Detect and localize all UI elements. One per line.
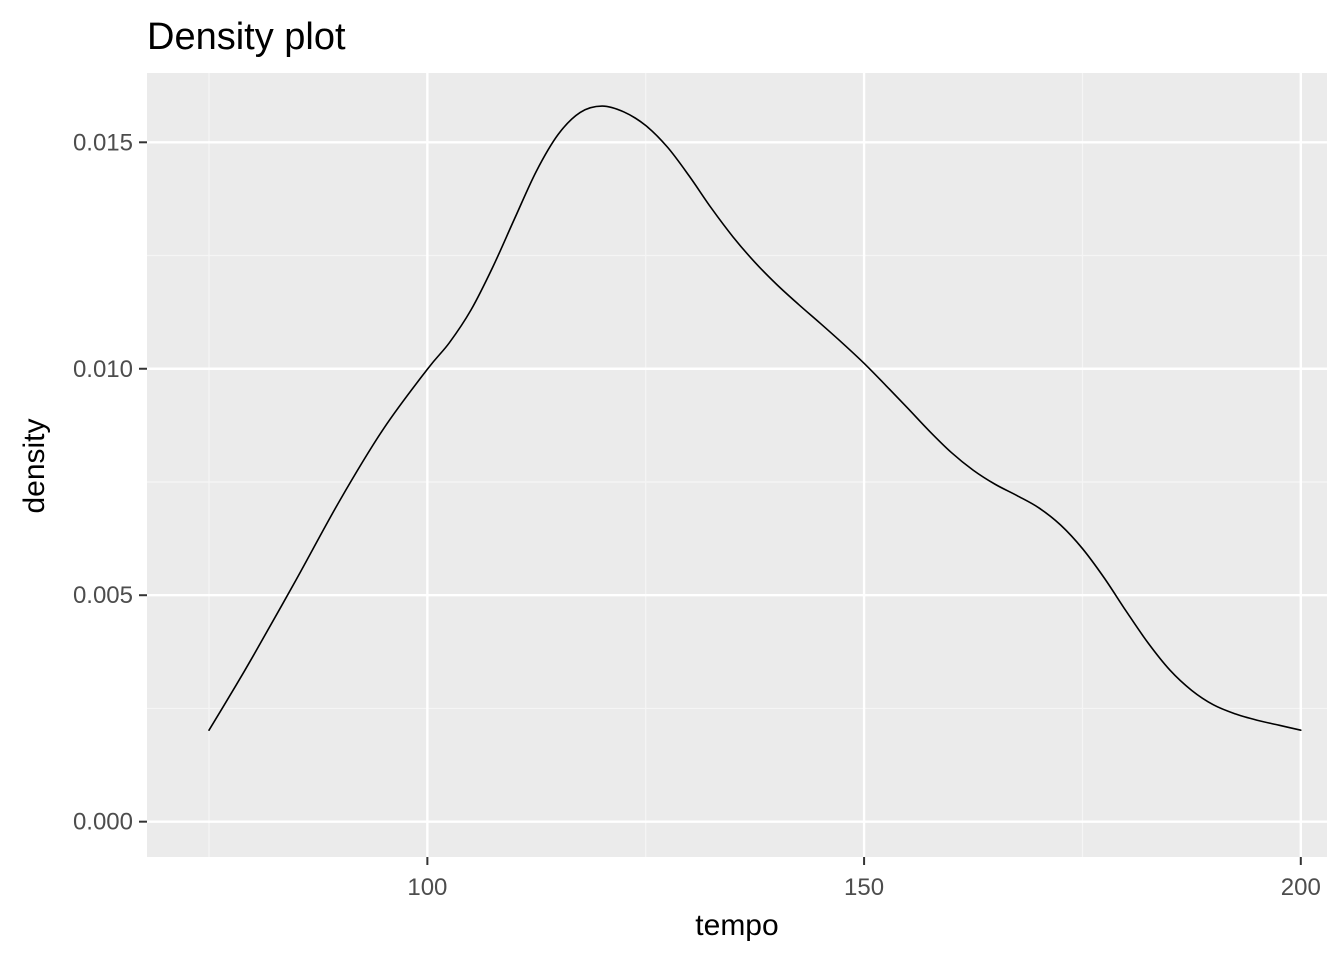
y-tick-label: 0.015: [73, 129, 133, 156]
minor-gridlines: [147, 73, 1327, 857]
major-gridlines: [147, 73, 1327, 857]
x-tick-label: 100: [407, 874, 447, 901]
x-axis-title: tempo: [695, 909, 778, 942]
plot-panel: [147, 73, 1327, 857]
y-axis: 0.000 0.005 0.010 0.015: [73, 129, 147, 836]
density-curve: [208, 105, 1302, 731]
x-tick-label: 150: [844, 874, 884, 901]
y-axis-title: density: [18, 418, 51, 513]
y-tick-label: 0.000: [73, 809, 133, 836]
y-tick-label: 0.010: [73, 356, 133, 383]
y-tick-label: 0.005: [73, 582, 133, 609]
x-tick-label: 200: [1281, 874, 1321, 901]
series-layer: [208, 105, 1302, 731]
x-axis: 100 150 200: [407, 857, 1321, 901]
chart-title: Density plot: [147, 16, 346, 58]
